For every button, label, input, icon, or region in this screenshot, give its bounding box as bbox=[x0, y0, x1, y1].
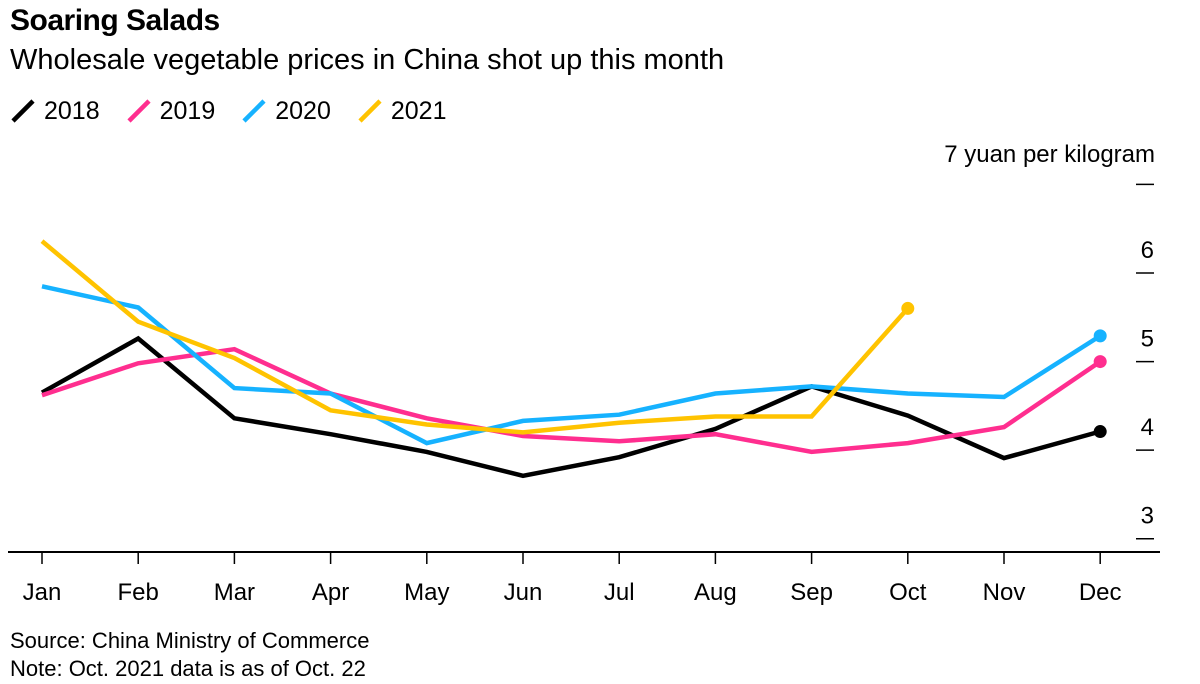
end-point-2021 bbox=[901, 301, 915, 315]
x-tick-label-oct: Oct bbox=[889, 579, 927, 606]
data-note: Note: Oct. 2021 data is as of Oct. 22 bbox=[10, 656, 366, 681]
x-tick-label-apr: Apr bbox=[312, 579, 349, 606]
legend-swatch-2021 bbox=[358, 99, 382, 123]
series-line-2020 bbox=[41, 284, 1102, 446]
series-line-2018 bbox=[40, 335, 1101, 479]
chart-subtitle: Wholesale vegetable prices in China shot… bbox=[10, 44, 725, 76]
legend-swatch-2018 bbox=[11, 99, 35, 123]
legend-label-2018: 2018 bbox=[44, 96, 100, 125]
end-point-2020 bbox=[1093, 329, 1107, 343]
end-point-2019 bbox=[1093, 355, 1107, 369]
chart-title: Soaring Salads bbox=[10, 4, 220, 37]
series-line-2019 bbox=[41, 346, 1102, 455]
legend-label-2019: 2019 bbox=[159, 96, 216, 125]
series-line-2021 bbox=[40, 239, 910, 435]
x-tick-label-feb: Feb bbox=[118, 579, 159, 606]
y-tick-label-5: 5 bbox=[1141, 326, 1154, 353]
x-tick-label-nov: Nov bbox=[983, 579, 1026, 606]
x-tick-label-dec: Dec bbox=[1079, 579, 1122, 606]
x-tick-label-sep: Sep bbox=[790, 579, 833, 606]
source-note: Source: China Ministry of Commerce bbox=[10, 628, 370, 653]
legend-swatch-2020 bbox=[242, 99, 266, 123]
legend-label-2020: 2020 bbox=[275, 96, 331, 125]
legend-label-2021: 2021 bbox=[390, 96, 447, 125]
x-tick-label-mar: Mar bbox=[214, 579, 255, 606]
x-tick-label-may: May bbox=[404, 579, 449, 606]
legend-item-2021: 2021 bbox=[357, 97, 447, 126]
y-tick-label-6: 6 bbox=[1141, 237, 1154, 264]
y-tick-label-4: 4 bbox=[1141, 414, 1154, 441]
y-tick-label-3: 3 bbox=[1141, 503, 1154, 530]
x-tick-label-jun: Jun bbox=[504, 579, 543, 606]
legend-item-2018: 2018 bbox=[10, 97, 100, 126]
y-axis-top-label: 7 yuan per kilogram bbox=[944, 141, 1155, 168]
x-tick-label-jul: Jul bbox=[604, 579, 635, 606]
legend: 2018 2019 2020 2021 bbox=[10, 94, 473, 128]
end-point-2018 bbox=[1093, 425, 1107, 439]
x-tick-label-jan: Jan bbox=[23, 579, 62, 606]
legend-item-2019: 2019 bbox=[126, 96, 216, 126]
x-tick-label-aug: Aug bbox=[694, 579, 737, 606]
legend-item-2020: 2020 bbox=[241, 97, 331, 126]
legend-swatch-2019 bbox=[127, 99, 151, 123]
